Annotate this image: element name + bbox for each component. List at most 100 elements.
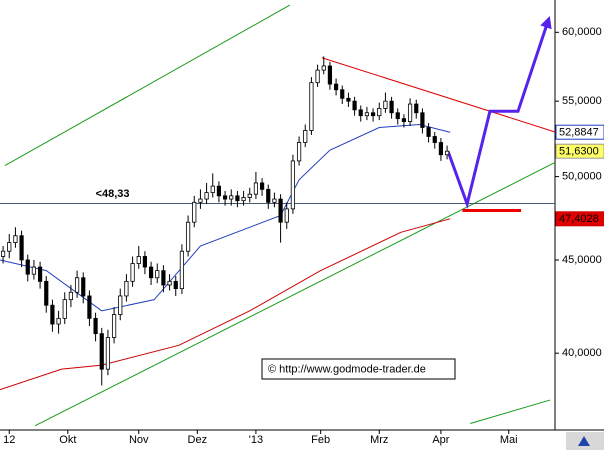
price-box (555, 211, 604, 227)
candle-body (130, 263, 135, 282)
candle-body (167, 280, 172, 286)
candle-body (259, 182, 265, 190)
candle-body (352, 100, 357, 111)
candle-body (377, 107, 382, 117)
candle-body (247, 193, 252, 198)
candle-body (309, 82, 314, 131)
candle-body (407, 103, 413, 122)
candle-body (111, 314, 117, 338)
candle-body (99, 333, 104, 370)
candle-body (198, 198, 203, 203)
copyright-box: © http://www.godmode-trader.de (261, 358, 456, 380)
x-tick-label: Mrz (370, 434, 388, 446)
candle-body (235, 195, 240, 202)
annotation: <48,33 (96, 188, 130, 200)
trend-line (470, 399, 551, 424)
price-box (555, 143, 604, 159)
candle-body (414, 103, 419, 114)
candle-body (444, 150, 450, 156)
candle-body (266, 188, 271, 203)
candle-body (62, 299, 67, 319)
candle-body (105, 337, 111, 370)
candle-body (364, 112, 370, 117)
copyright-frame (261, 358, 456, 380)
price-label: 51,6300 (559, 146, 599, 158)
candle-body (383, 100, 388, 109)
candle-body (370, 112, 376, 117)
y-tick-label: 55,0000 (562, 95, 602, 107)
candle-body (346, 97, 351, 102)
candle-body (13, 235, 18, 243)
candle-body (272, 198, 277, 203)
candle-body (192, 201, 197, 223)
candle-body (432, 136, 437, 143)
x-tick-label: Dez (188, 434, 208, 446)
trend-line (321, 57, 556, 133)
candle-body (290, 160, 296, 210)
candle-body (241, 197, 246, 202)
price-box (555, 124, 604, 140)
candle-body (216, 185, 222, 197)
candle-body (389, 100, 394, 114)
candle-body (50, 304, 55, 325)
candle-body (124, 280, 129, 297)
x-tick-label: 12 (3, 434, 15, 446)
candle-body (93, 317, 98, 335)
trend-line (446, 15, 552, 210)
candle-body (204, 192, 209, 200)
candle-body (229, 195, 234, 200)
candle-body (37, 266, 43, 282)
y-tick-label: 40,0000 (562, 347, 602, 359)
candle-body (136, 256, 141, 264)
candle-body (426, 127, 431, 137)
candle-body (333, 83, 339, 91)
candle-body (401, 118, 407, 122)
candle-body (19, 235, 24, 261)
candle-body (74, 277, 80, 293)
candle-body (179, 250, 185, 290)
candle-body (56, 317, 61, 325)
x-tick-label: '13 (249, 434, 263, 446)
candle-body (142, 256, 148, 268)
candle-body (0, 250, 6, 257)
candle-body (358, 109, 363, 117)
candle-body (81, 277, 86, 297)
x-tick-label: Nov (129, 434, 149, 446)
candle-body (185, 221, 191, 252)
candle-body (173, 280, 178, 290)
candle-body (155, 270, 160, 279)
price-label: 47,4028 (559, 213, 599, 225)
y-tick-label: 45,0000 (562, 254, 602, 266)
x-tick-label: Mai (500, 434, 518, 446)
y-tick-label: 60,0000 (562, 26, 602, 38)
candle-body (340, 89, 345, 99)
candle-body (31, 266, 37, 275)
x-tick-label: Apr (432, 434, 449, 446)
price-label: 52,8847 (559, 127, 599, 139)
candle-body (68, 291, 74, 301)
toolbar-glyph (578, 436, 590, 446)
candle-body (420, 112, 425, 128)
candle-body (161, 270, 166, 286)
candle-body (296, 142, 302, 162)
candle-body (253, 182, 259, 195)
copyright-text: © http://www.godmode-trader.de (268, 363, 426, 375)
candle-body (148, 266, 154, 279)
candle-body (278, 198, 283, 223)
moving-average (0, 218, 451, 391)
candle-body (87, 295, 92, 319)
y-tick-label: 50,0000 (562, 170, 602, 182)
trend-line (4, 4, 291, 167)
candle-body (210, 185, 215, 193)
candle-body (7, 242, 12, 252)
x-tick-label: Feb (311, 434, 330, 446)
x-tick-label: Okt (59, 434, 76, 446)
candle-body (303, 130, 308, 143)
candle-body (327, 65, 333, 85)
candle-body (44, 280, 49, 306)
candle-body (315, 69, 320, 84)
candle-body (395, 112, 400, 120)
candle-body (321, 65, 326, 71)
candle-body (118, 295, 123, 315)
